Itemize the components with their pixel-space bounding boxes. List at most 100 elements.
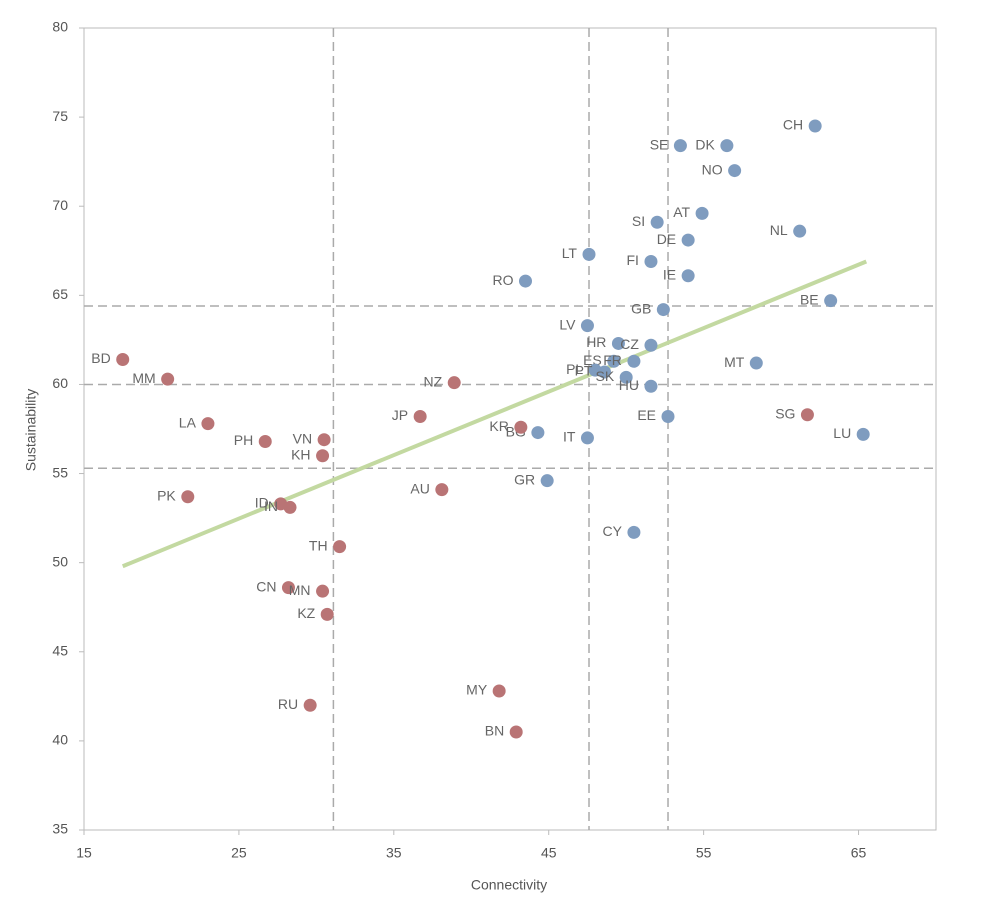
point-label: BE [800, 291, 819, 307]
point [749, 356, 763, 370]
y-tick-label: 75 [52, 108, 68, 124]
point-label: PH [234, 432, 253, 448]
point-label: ID [255, 495, 269, 511]
point [611, 336, 625, 350]
point-label: CY [602, 523, 622, 539]
point-label: PK [157, 487, 176, 503]
point-label: LV [559, 316, 576, 332]
y-tick-label: 45 [52, 642, 68, 658]
point [283, 500, 297, 514]
point-label: GR [514, 471, 535, 487]
point-label: RU [278, 696, 298, 712]
point [580, 319, 594, 333]
point-label: LT [562, 245, 578, 261]
x-tick-label: 35 [386, 845, 402, 861]
point-label: HU [619, 377, 639, 393]
point [514, 420, 528, 434]
point [116, 352, 130, 366]
point-label: NO [702, 161, 723, 177]
point-label: KR [489, 418, 508, 434]
point-label: SE [650, 136, 669, 152]
point-label: KZ [297, 605, 315, 621]
point [281, 581, 295, 595]
point-label: KH [291, 446, 310, 462]
point [258, 434, 272, 448]
point [681, 233, 695, 247]
y-tick-label: 40 [52, 732, 68, 748]
point-label: AU [410, 480, 429, 496]
point [824, 294, 838, 308]
point [627, 525, 641, 539]
point [856, 427, 870, 441]
point [644, 254, 658, 268]
point-label: MY [466, 682, 488, 698]
point-label: CH [783, 117, 803, 133]
point [181, 490, 195, 504]
point-label: IT [563, 429, 576, 445]
point-label: VN [293, 430, 312, 446]
point-label: DK [695, 136, 715, 152]
point-label: MN [289, 582, 311, 598]
point [800, 408, 814, 422]
point [644, 379, 658, 393]
point [447, 376, 461, 390]
x-tick-label: 45 [541, 845, 557, 861]
point [518, 274, 532, 288]
point [695, 206, 709, 220]
point-label: FR [603, 352, 622, 368]
y-tick-label: 35 [52, 821, 68, 837]
point [540, 474, 554, 488]
y-axis-title: Sustainability [23, 389, 39, 472]
point-label: RO [492, 272, 513, 288]
point [720, 139, 734, 153]
point [317, 433, 331, 447]
point [681, 269, 695, 283]
point-label: TH [309, 537, 328, 553]
point [435, 483, 449, 497]
point-label: CZ [620, 336, 639, 352]
point [644, 338, 658, 352]
point-label: IE [663, 266, 676, 282]
point [580, 431, 594, 445]
y-tick-label: 80 [52, 19, 68, 35]
y-tick-label: 70 [52, 197, 68, 213]
point-label: BN [485, 723, 504, 739]
point [492, 684, 506, 698]
point-label: EE [637, 407, 656, 423]
point-label: MM [132, 370, 155, 386]
y-tick-label: 55 [52, 464, 68, 480]
point-label: NZ [424, 373, 443, 389]
point [333, 540, 347, 554]
point [316, 584, 330, 598]
x-tick-label: 65 [851, 845, 867, 861]
point-label: MT [724, 354, 745, 370]
point-label: BD [91, 350, 110, 366]
point [619, 370, 633, 384]
point [650, 215, 664, 229]
point [509, 725, 523, 739]
point-label: DE [657, 231, 676, 247]
point-label: GB [631, 300, 651, 316]
point [793, 224, 807, 238]
point [531, 426, 545, 440]
point [656, 303, 670, 317]
point-label: SK [595, 368, 614, 384]
point-label: FI [627, 252, 639, 268]
trend-line [121, 259, 868, 569]
point-label: HR [586, 334, 606, 350]
point [673, 139, 687, 153]
point [303, 698, 317, 712]
plot-frame [83, 27, 937, 831]
point [597, 365, 611, 379]
point [161, 372, 175, 386]
point [582, 247, 596, 261]
x-tick-label: 55 [696, 845, 712, 861]
point-label: NL [770, 222, 788, 238]
point-label: AT [673, 204, 690, 220]
point [201, 417, 215, 431]
point-label: LA [179, 414, 197, 430]
point-label: PL [566, 361, 583, 377]
point [808, 119, 822, 133]
